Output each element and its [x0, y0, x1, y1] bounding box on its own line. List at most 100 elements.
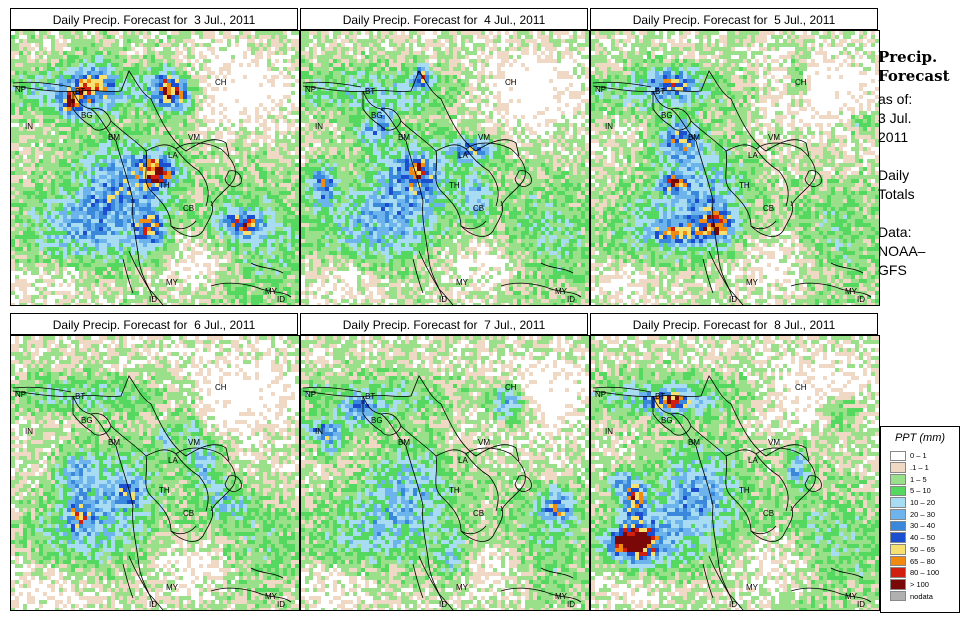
country-label: MY — [166, 278, 178, 287]
country-label: BM — [108, 133, 120, 142]
country-label: CB — [183, 509, 194, 518]
precip-map: CH NP BT BG IN BM VM LA TH CB MY ID MY ID — [590, 30, 880, 306]
legend-entry: 65 – 80 — [890, 555, 939, 567]
country-label: ID — [149, 600, 157, 609]
legend-swatch — [890, 590, 906, 602]
legend-label: 30 – 40 — [910, 521, 935, 530]
forecast-panel: Daily Precip. Forecast for 7 Jul., 2011 C… — [300, 313, 590, 611]
legend-swatch — [890, 532, 906, 543]
country-label: TH — [739, 181, 750, 190]
precip-grid — [301, 31, 589, 305]
country-label: CH — [505, 383, 517, 392]
country-label: ID — [567, 600, 575, 609]
data-source: Data: NOAA– GFS — [878, 223, 963, 280]
country-label: BT — [75, 392, 85, 401]
legend-entries: 0 – 1 .1 – 1 1 – 5 5 – 10 10 – 20 20 – 30 30 –… — [890, 450, 939, 602]
country-label: LA — [748, 456, 758, 465]
country-label: LA — [458, 151, 468, 160]
precip-grid — [301, 336, 589, 610]
legend-entry: 50 – 65 — [890, 544, 939, 556]
country-label: ID — [439, 295, 447, 304]
country-label: CH — [215, 78, 227, 87]
country-label: MY — [555, 287, 567, 296]
country-label: CB — [473, 509, 484, 518]
precip-map: CH NP BT BG IN BM VM LA TH CB MY ID MY ID — [300, 335, 590, 611]
legend-swatch — [890, 485, 906, 497]
forecast-panel: Daily Precip. Forecast for 3 Jul., 2011 C… — [10, 8, 300, 306]
country-label: VM — [478, 133, 490, 142]
legend-label: > 100 — [910, 580, 929, 589]
country-label: CH — [795, 383, 807, 392]
precip-map: CH NP BT BG IN BM VM LA TH CB MY ID MY ID — [10, 335, 300, 611]
legend-swatch — [890, 497, 906, 508]
legend-swatch — [890, 544, 906, 555]
country-label: ID — [857, 600, 865, 609]
country-label: BG — [81, 111, 93, 120]
panel-title: Daily Precip. Forecast for 8 Jul., 2011 — [590, 313, 878, 335]
country-label: MY — [456, 583, 468, 592]
country-label: ID — [729, 295, 737, 304]
legend-title: PPT (mm) — [881, 432, 959, 445]
country-label: LA — [168, 456, 178, 465]
country-label: IN — [315, 122, 323, 131]
legend-entry: nodata — [890, 590, 939, 602]
country-label: NP — [305, 390, 316, 399]
legend-entry: 30 – 40 — [890, 520, 939, 532]
legend-swatch — [890, 567, 906, 579]
sidebar-info: Precip. Forecast as of: 3 Jul. 2011 Dail… — [878, 48, 963, 280]
precip-map: CH NP BT BG IN BM VM LA TH CB MY ID MY ID — [10, 30, 300, 306]
legend-label: 20 – 30 — [910, 510, 935, 519]
country-label: BM — [688, 133, 700, 142]
country-label: ID — [857, 295, 865, 304]
country-label: NP — [595, 85, 606, 94]
country-label: ID — [149, 295, 157, 304]
precip-grid — [11, 31, 299, 305]
country-label: VM — [188, 438, 200, 447]
country-label: BG — [371, 111, 383, 120]
country-label: BM — [398, 133, 410, 142]
country-label: ID — [567, 295, 575, 304]
legend-label: 65 – 80 — [910, 557, 935, 566]
country-label: NP — [305, 85, 316, 94]
legend-label: nodata — [910, 592, 933, 601]
country-label: BG — [371, 416, 383, 425]
precip-grid — [591, 31, 879, 305]
legend-swatch — [890, 450, 906, 462]
country-label: IN — [25, 122, 33, 131]
panel-title: Daily Precip. Forecast for 7 Jul., 2011 — [300, 313, 588, 335]
country-label: VM — [478, 438, 490, 447]
legend-entry: 5 – 10 — [890, 485, 939, 497]
country-label: MY — [746, 583, 758, 592]
legend-label: 5 – 10 — [910, 486, 931, 495]
country-label: BG — [81, 416, 93, 425]
country-label: MY — [746, 278, 758, 287]
legend-entry: 20 – 30 — [890, 508, 939, 520]
country-label: IN — [315, 427, 323, 436]
country-label: MY — [845, 592, 857, 601]
precip-map: CH NP BT BG IN BM VM LA TH CB MY ID MY ID — [590, 335, 880, 611]
legend-swatch — [890, 473, 906, 485]
country-label: CH — [505, 78, 517, 87]
legend-entry: .1 – 1 — [890, 462, 939, 474]
panel-title: Daily Precip. Forecast for 6 Jul., 2011 — [10, 313, 298, 335]
legend-label: .1 – 1 — [910, 463, 929, 472]
legend-swatch — [890, 520, 906, 532]
country-label: NP — [595, 390, 606, 399]
sidebar-heading: Precip. Forecast — [878, 48, 963, 86]
country-label: ID — [729, 600, 737, 609]
country-label: TH — [159, 181, 170, 190]
legend-entry: 0 – 1 — [890, 450, 939, 462]
legend-swatch — [890, 462, 906, 473]
legend-swatch — [890, 579, 906, 590]
period-text: Daily Totals — [878, 166, 963, 204]
country-label: CH — [215, 383, 227, 392]
country-label: TH — [449, 486, 460, 495]
country-label: CB — [183, 204, 194, 213]
country-label: BM — [398, 438, 410, 447]
country-label: MY — [265, 287, 277, 296]
country-label: BT — [655, 392, 665, 401]
legend-label: 0 – 1 — [910, 451, 927, 460]
precip-grid — [11, 336, 299, 610]
country-label: MY — [845, 287, 857, 296]
forecast-panel: Daily Precip. Forecast for 4 Jul., 2011 C… — [300, 8, 590, 306]
